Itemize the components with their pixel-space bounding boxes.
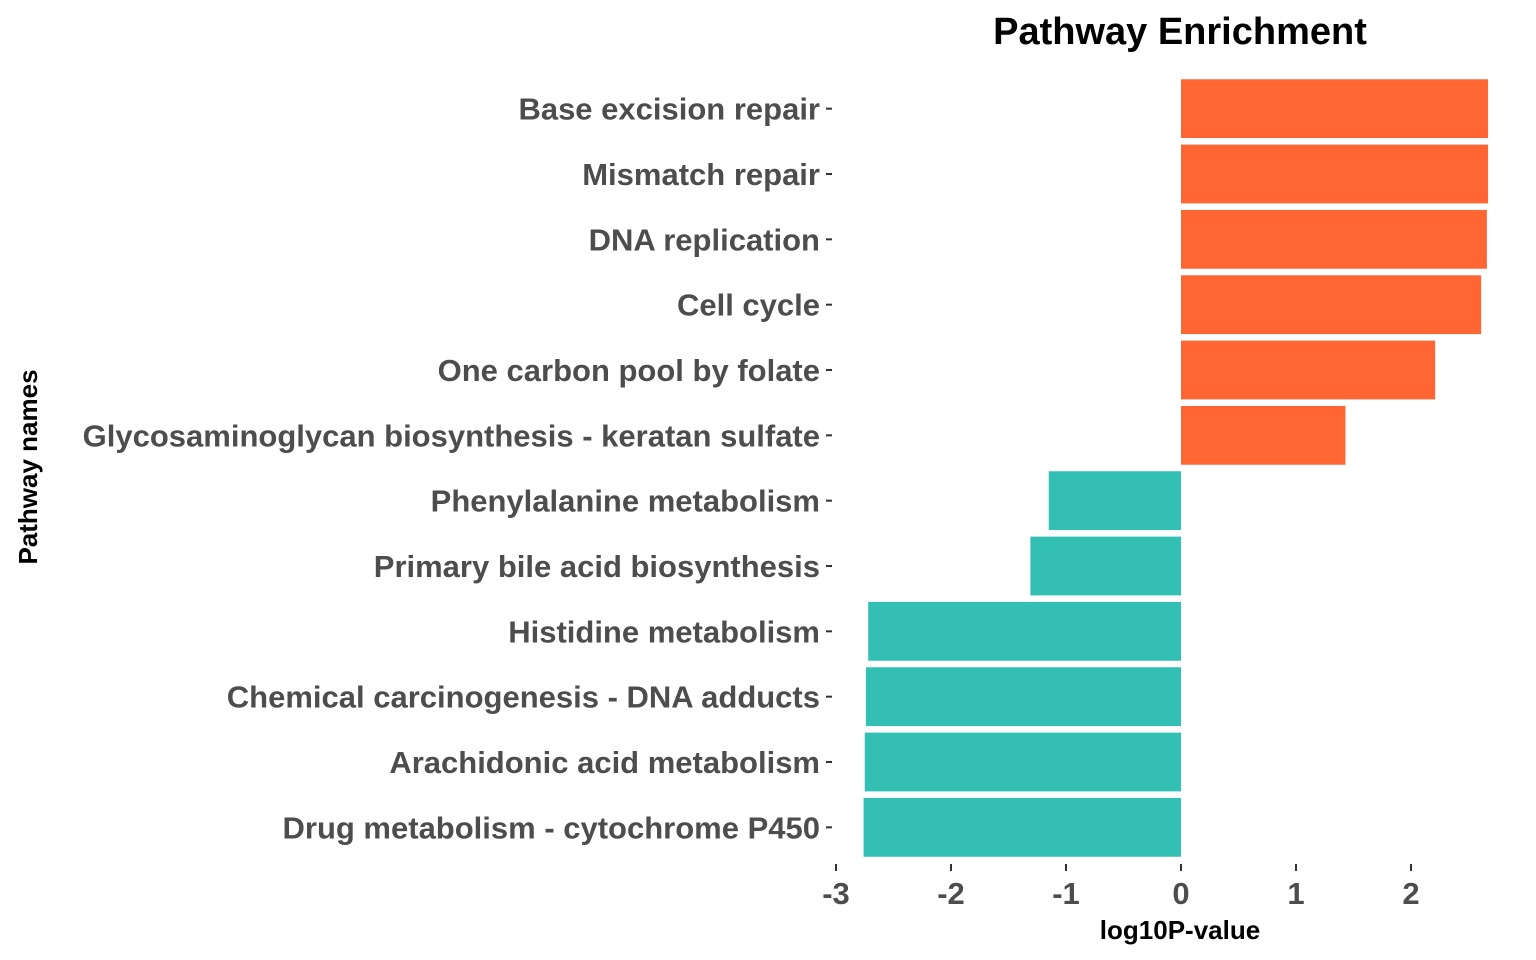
category-label: Mismatch repair: [582, 157, 820, 192]
y-axis-title: Pathway names: [13, 369, 43, 564]
bar-6: [1181, 405, 1346, 465]
x-tick-label: 2: [1402, 876, 1419, 911]
x-tick-label: -1: [1052, 876, 1080, 911]
x-tick-label: 0: [1172, 876, 1189, 911]
category-label: Glycosaminoglycan biosynthesis - keratan…: [83, 418, 820, 453]
bar-8: [1030, 536, 1181, 596]
category-labels: Base excision repair Mismatch repair DNA r…: [83, 92, 832, 845]
bar-5: [1181, 340, 1436, 400]
category-label: One carbon pool by folate: [438, 353, 820, 388]
x-axis-ticks: -3 -2 -1 0 1 2: [822, 864, 1420, 911]
category-label: Phenylalanine metabolism: [431, 484, 820, 519]
bar-9: [868, 601, 1181, 661]
category-label: Arachidonic acid metabolism: [389, 745, 820, 780]
bar-12: [863, 797, 1181, 857]
bar-1: [1181, 79, 1489, 139]
bar-3: [1181, 209, 1487, 269]
x-axis-title: log10P-value: [1100, 915, 1260, 945]
category-label: Base excision repair: [518, 92, 820, 127]
category-label: Primary bile acid biosynthesis: [374, 549, 820, 584]
category-label: Histidine metabolism: [508, 614, 820, 649]
category-label: Drug metabolism - cytochrome P450: [283, 810, 821, 845]
bar-10: [865, 667, 1181, 727]
category-label: Cell cycle: [677, 288, 820, 323]
bar-4: [1181, 275, 1482, 335]
bar-7: [1048, 471, 1181, 531]
bars-layer: [863, 79, 1489, 857]
chart-title: Pathway Enrichment: [993, 11, 1367, 53]
bar-2: [1181, 144, 1489, 204]
x-tick-label: -2: [937, 876, 965, 911]
x-tick-label: -3: [822, 876, 850, 911]
category-label: Chemical carcinogenesis - DNA adducts: [227, 680, 820, 715]
x-tick-label: 1: [1287, 876, 1304, 911]
bar-11: [864, 732, 1181, 792]
category-label: DNA replication: [589, 222, 820, 257]
